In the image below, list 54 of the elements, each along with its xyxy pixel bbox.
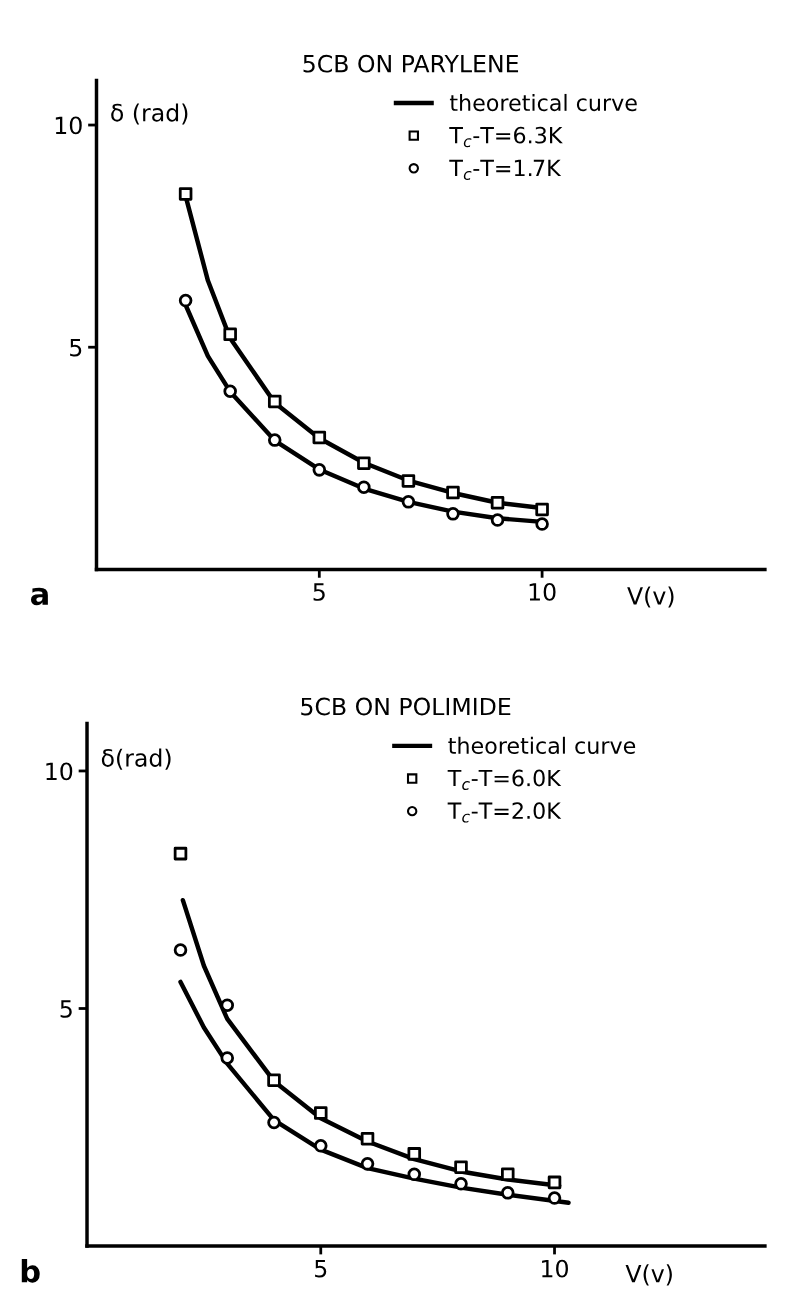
point bbox=[267, 394, 282, 409]
point bbox=[401, 495, 416, 509]
point bbox=[446, 507, 460, 521]
point bbox=[313, 1139, 328, 1153]
y-tick-label: 10 bbox=[46, 762, 73, 781]
x-axis-title: V(v) bbox=[625, 1264, 672, 1286]
point bbox=[446, 485, 460, 500]
point bbox=[173, 943, 188, 957]
point bbox=[401, 474, 416, 488]
point bbox=[407, 1147, 422, 1161]
point bbox=[547, 1191, 562, 1205]
point bbox=[223, 384, 237, 398]
legend-label: T$_{c}$-T=6.0K bbox=[447, 769, 562, 790]
line-series bbox=[178, 979, 571, 1206]
legend-label: T$_{c}$-T=1.7K bbox=[449, 159, 562, 180]
point bbox=[267, 433, 282, 447]
point bbox=[357, 480, 371, 494]
point bbox=[178, 187, 193, 201]
point bbox=[454, 1177, 468, 1191]
point bbox=[490, 513, 505, 527]
y-tick-label: 10 bbox=[55, 116, 82, 135]
point bbox=[407, 1167, 422, 1182]
point bbox=[501, 1167, 515, 1182]
y-axis-title: δ(rad) bbox=[101, 748, 171, 770]
y-tick-label: 5 bbox=[60, 1000, 72, 1018]
point bbox=[220, 1051, 235, 1065]
point bbox=[267, 1073, 281, 1088]
point bbox=[178, 293, 193, 308]
text: a bbox=[30, 587, 48, 606]
point bbox=[312, 463, 327, 477]
point bbox=[312, 430, 327, 445]
point bbox=[357, 456, 371, 470]
point bbox=[313, 1106, 328, 1120]
x-axis-title: V(v) bbox=[627, 586, 674, 608]
y-tick-label: 5 bbox=[70, 338, 82, 357]
point bbox=[360, 1131, 375, 1146]
legend-label: theoretical curve bbox=[448, 736, 636, 754]
y-axis-title: δ (rad) bbox=[111, 103, 188, 125]
legend-label: T$_{c}$-T=2.0K bbox=[447, 802, 562, 823]
chart-title: 5CB ON POLIMIDE bbox=[301, 697, 511, 716]
point bbox=[535, 517, 549, 531]
point bbox=[547, 1175, 562, 1190]
point bbox=[535, 502, 549, 517]
point bbox=[454, 1160, 468, 1174]
point bbox=[173, 846, 188, 861]
point bbox=[490, 495, 505, 510]
point bbox=[501, 1186, 515, 1200]
legend-label: theoretical curve bbox=[449, 93, 637, 112]
legend-label: T$_{c}$-T=6.3K bbox=[449, 126, 563, 148]
point bbox=[267, 1115, 281, 1130]
point bbox=[223, 327, 237, 342]
text: b bbox=[21, 1259, 40, 1283]
chart-title: 5CB ON PARYLENE bbox=[303, 54, 519, 73]
point bbox=[360, 1157, 375, 1171]
